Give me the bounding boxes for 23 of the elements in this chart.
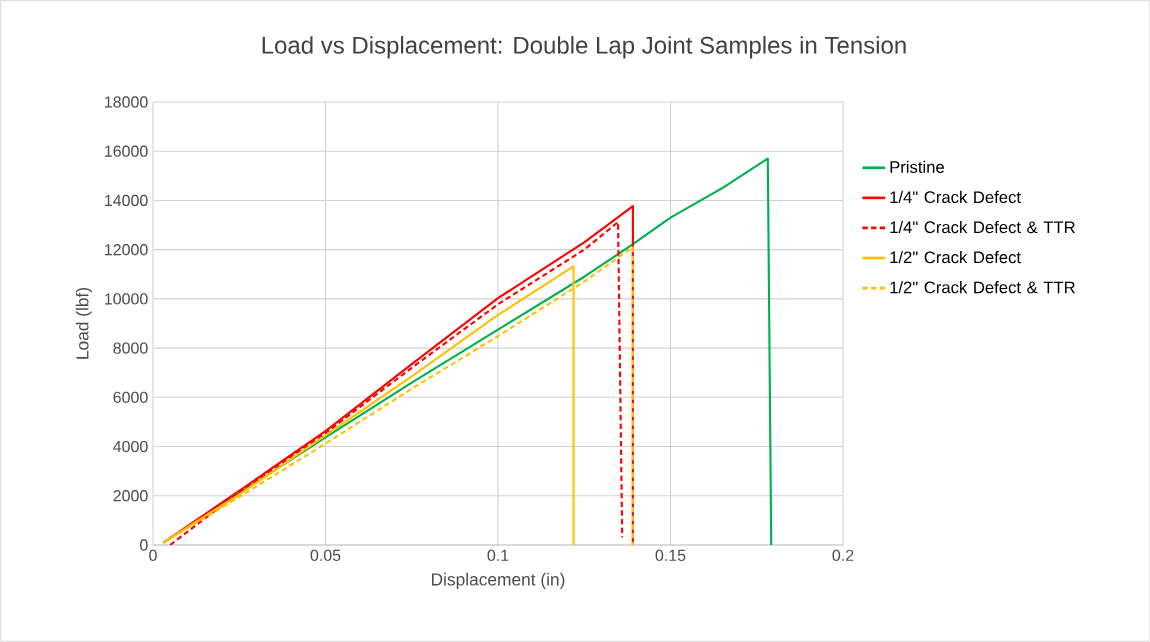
legend-label: 1/4" Crack Defect & TTR [890, 220, 1075, 234]
y-tick-label: 12000 [105, 244, 148, 256]
legend-label: 1/2" Crack Defect & TTR [890, 281, 1075, 294]
legend-label: 1/2" Crack Defect [890, 250, 1021, 264]
legend-label: Pristine [890, 160, 944, 173]
x-tick-label: 0.2 [832, 549, 854, 562]
y-tick-label: 2000 [113, 490, 148, 502]
y-tick-label: 16000 [105, 145, 148, 157]
x-axis-title: Displacement (in) [432, 572, 565, 589]
legend-label: 1/4" Crack Defect [890, 190, 1021, 204]
x-tick-label: 0 [149, 549, 157, 562]
y-tick-label: 18000 [105, 96, 148, 108]
x-tick-label: 0.15 [655, 549, 686, 562]
y-tick-label: 10000 [105, 293, 148, 305]
chart-title: Load vs Displacement: Double Lap Joint Samples in Tension [262, 36, 906, 59]
y-tick-label: 8000 [113, 342, 148, 354]
y-tick-label: 4000 [113, 440, 148, 453]
x-tick-label: 0.1 [487, 549, 509, 562]
y-tick-label: 6000 [113, 391, 148, 403]
y-tick-label: 0 [140, 539, 148, 551]
y-axis-title: Load (lbf) [75, 287, 92, 359]
x-tick-label: 0.05 [310, 549, 341, 562]
y-tick-label: 14000 [105, 194, 148, 207]
